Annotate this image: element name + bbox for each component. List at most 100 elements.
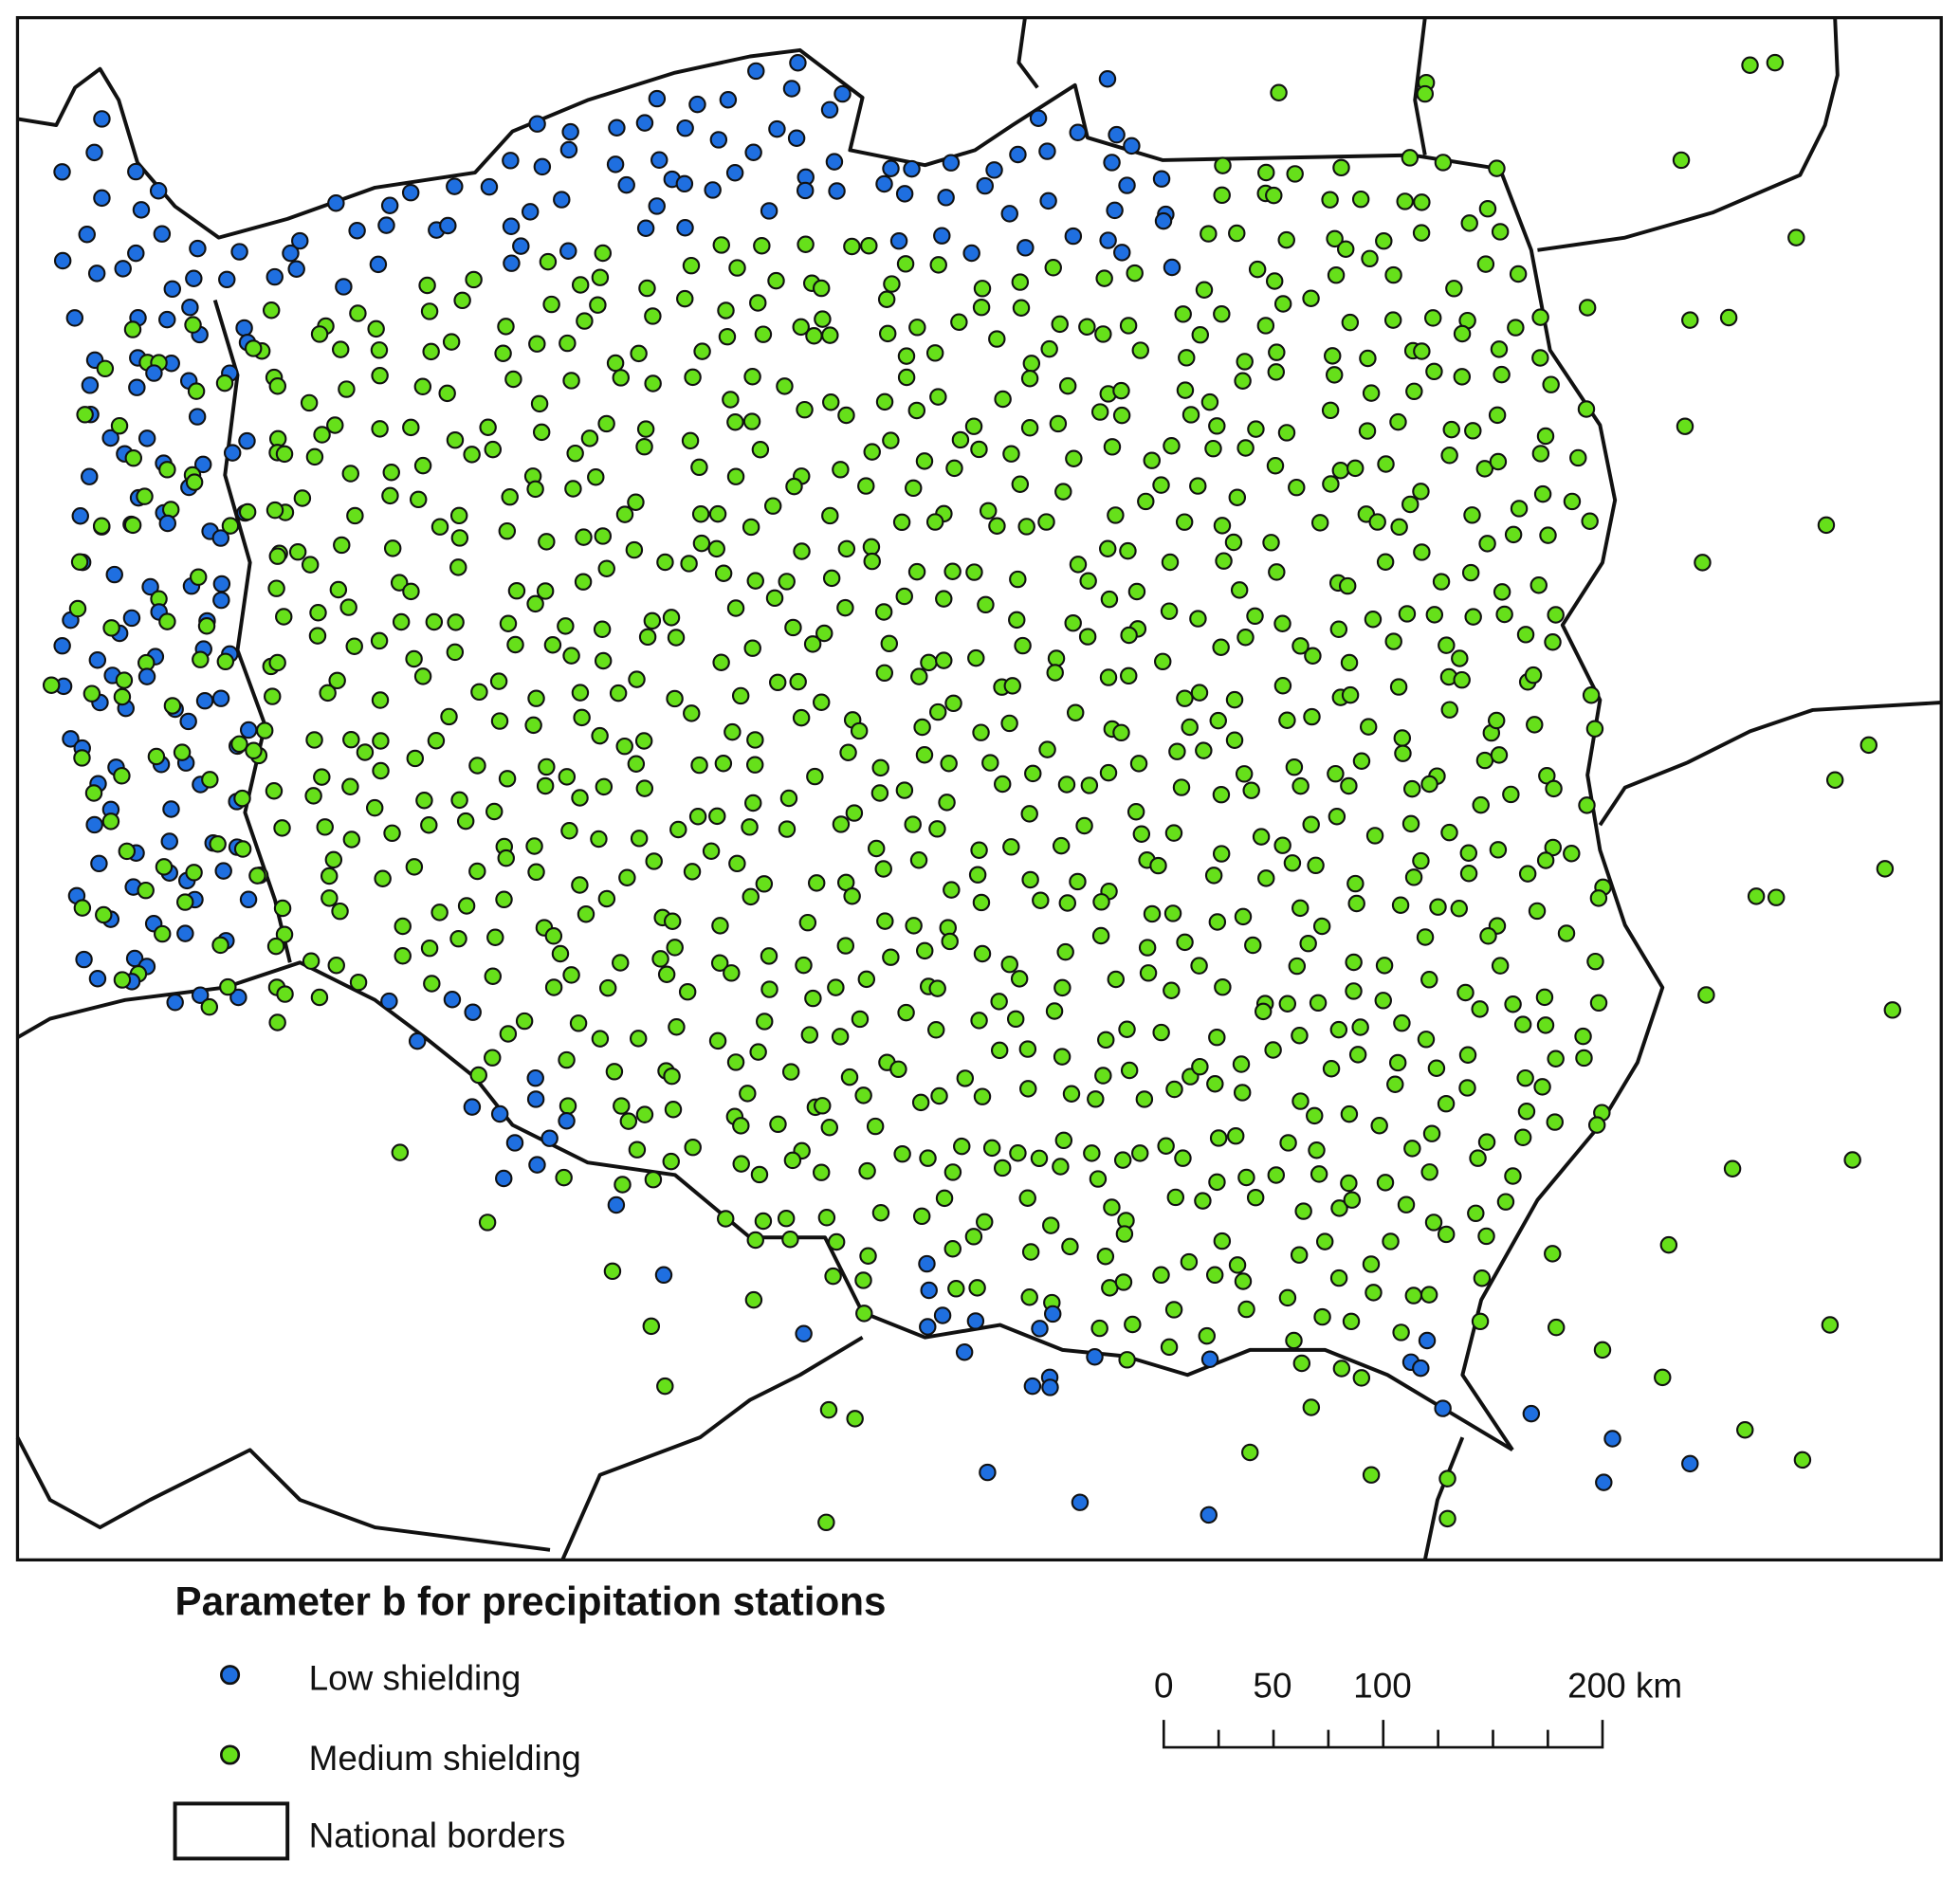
station-medium-shielding [1516,1068,1534,1087]
station-medium-shielding [525,837,543,855]
station-low-shielding [979,1463,997,1482]
station-low-shielding [1412,1359,1430,1378]
station-medium-shielding [929,388,947,406]
station-medium-shielding [683,704,701,722]
station-low-shielding [53,636,71,655]
station-low-shielding [1017,239,1035,257]
station-medium-shielding [449,929,467,948]
station-medium-shielding [1376,553,1395,571]
station-medium-shielding [1257,869,1275,887]
station-medium-shielding [990,993,1008,1011]
station-medium-shielding [1723,1159,1742,1177]
station-medium-shielding [507,581,526,600]
station-medium-shielding [110,416,129,435]
station-medium-shielding [855,1305,873,1323]
station-low-shielding [688,95,706,114]
station-medium-shielding [915,746,934,764]
station-medium-shielding [590,830,608,849]
station-medium-shielding [875,392,894,411]
station-low-shielding [185,269,203,287]
station-medium-shielding [1215,552,1233,570]
station-medium-shielding [113,767,131,785]
station-medium-shielding [1321,191,1339,209]
station-medium-shielding [1513,1015,1532,1033]
station-medium-shielding [1119,541,1137,560]
station-medium-shielding [1098,539,1117,557]
station-medium-shielding [1291,1092,1310,1110]
station-medium-shielding [1479,927,1497,945]
station-medium-shielding [1126,264,1144,283]
station-medium-shielding [341,777,359,795]
station-medium-shielding [248,867,266,885]
station-medium-shielding [571,876,589,894]
station-medium-shielding [562,647,580,665]
station-medium-shielding [615,505,634,523]
station-medium-shielding [1273,614,1291,632]
station-medium-shielding [1302,815,1320,833]
station-medium-shielding [264,687,282,705]
station-medium-shielding [1052,1158,1070,1176]
station-medium-shielding [1189,610,1207,628]
station-medium-shielding [857,477,875,495]
station-medium-shielding [1241,1443,1259,1462]
station-medium-shielding [630,344,648,363]
station-low-shielding [176,924,194,942]
station-low-shielding [889,231,908,250]
station-medium-shielding [1425,362,1443,381]
station-medium-shielding [1365,1284,1383,1302]
station-medium-shielding [635,779,654,797]
station-medium-shielding [1365,827,1384,845]
station-medium-shielding [101,812,120,830]
station-low-shielding [145,364,163,382]
station-medium-shielding [876,912,894,930]
station-low-shielding [193,455,212,474]
station-low-shielding [212,591,230,610]
station-medium-shielding [1181,406,1200,424]
station-medium-shielding [860,236,878,255]
station-medium-shielding [1325,366,1344,384]
station-medium-shielding [1194,1192,1212,1210]
station-medium-shielding [1291,899,1310,918]
station-medium-shielding [1321,401,1340,420]
station-medium-shielding [863,443,881,461]
station-medium-shielding [619,1112,638,1130]
station-low-shielding [480,177,499,196]
station-low-shielding [408,1031,427,1050]
station-medium-shielding [1530,576,1548,594]
station-medium-shielding [951,430,970,449]
station-medium-shielding [501,487,519,506]
station-medium-shielding [929,256,947,274]
station-medium-shielding [1507,319,1525,337]
station-medium-shielding [1412,224,1431,242]
station-medium-shielding [215,374,234,392]
station-medium-shielding [1094,325,1112,343]
station-medium-shielding [310,988,329,1007]
station-medium-shielding [1346,459,1365,478]
station-medium-shielding [625,540,644,559]
station-medium-shielding [465,270,483,289]
station-medium-shielding [544,927,563,945]
station-medium-shielding [192,650,210,668]
station-low-shielding [1009,145,1027,164]
station-medium-shielding [136,487,154,505]
station-medium-shielding [1304,647,1322,665]
station-medium-shielding [1313,1307,1331,1326]
station-medium-shielding [1208,1173,1226,1192]
station-medium-shielding [692,534,711,553]
station-medium-shielding [970,440,988,459]
station-medium-shielding [1578,299,1597,317]
station-medium-shielding [994,390,1012,409]
station-medium-shielding [1536,851,1555,869]
station-medium-shielding [688,808,707,826]
station-medium-shielding [1346,874,1365,893]
station-medium-shielding [1817,516,1836,535]
station-medium-shielding [1152,476,1170,494]
station-medium-shielding [449,558,467,576]
station-medium-shielding [1676,417,1694,435]
station-low-shielding [132,201,151,219]
station-medium-shielding [656,553,674,572]
station-medium-shielding [726,412,744,431]
station-low-shielding [1069,123,1087,142]
station-medium-shielding [1079,572,1097,590]
station-medium-shielding [990,1041,1009,1060]
